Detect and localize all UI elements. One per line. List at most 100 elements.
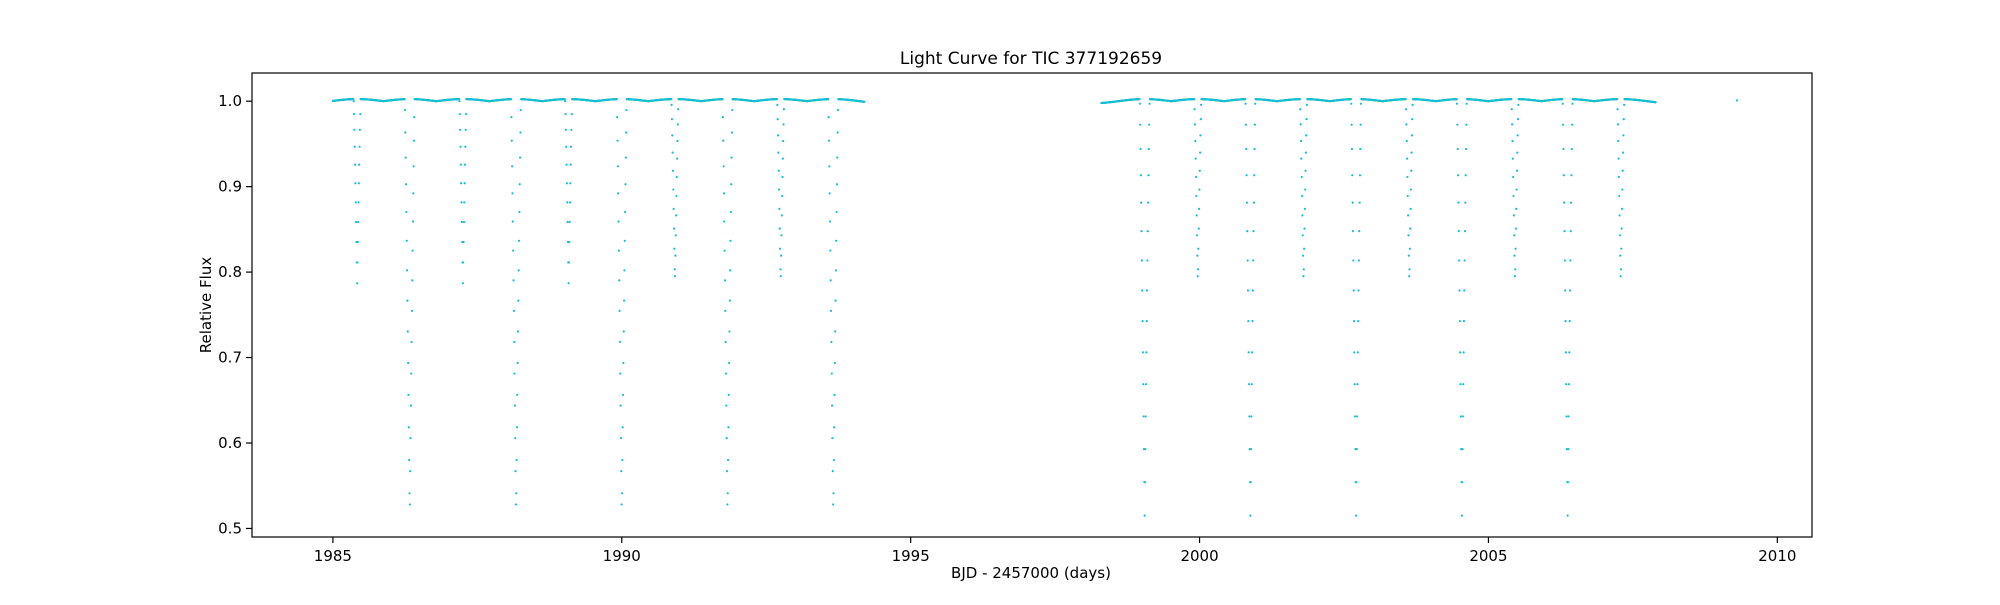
data-point [1200,103,1203,106]
data-point [676,123,679,126]
data-point [673,268,676,271]
data-point [512,249,515,252]
data-point [1142,415,1145,418]
data-point [513,372,516,375]
y-tick-label: 0.5 [218,519,242,537]
data-point [1147,147,1150,151]
data-point [567,282,570,285]
data-point [1513,234,1516,237]
data-point [625,108,628,112]
data-point [1568,351,1571,354]
data-point [513,340,516,344]
data-point [1249,481,1252,484]
data-point [564,128,567,131]
data-point [726,503,729,506]
data-point [620,470,623,473]
data-point [1355,481,1358,484]
data-point [1299,123,1302,126]
data-point [777,151,780,154]
data-point [619,404,622,407]
data-point [1195,234,1199,237]
data-point [1245,201,1249,204]
data-point [1616,123,1619,126]
data-point [1514,268,1517,271]
data-point [564,112,567,116]
data-point [1562,174,1565,177]
data-point [1245,174,1248,177]
data-point [1145,351,1148,354]
data-point [568,220,571,224]
data-point [354,182,357,185]
data-point [835,210,838,214]
data-point [672,207,675,210]
data-point [673,247,676,250]
data-point [357,201,360,204]
data-point [1246,289,1250,292]
data-point [674,254,677,257]
data-point [403,98,406,101]
data-point [1565,383,1568,386]
data-point [782,108,786,111]
data-point [1404,98,1407,101]
data-point [1405,139,1408,143]
data-point [1249,447,1253,451]
data-point [1359,102,1363,105]
data-point [1512,194,1515,198]
x-axis-ticks: 1985 1990 1995 2000 2005 2010 [314,537,1796,565]
data-point [726,492,729,495]
data-point [1571,123,1574,126]
data-point [676,139,679,143]
data-point [1253,123,1257,126]
data-point [1251,351,1254,354]
data-point [510,116,513,119]
data-point [517,269,520,272]
data-point [1409,207,1412,210]
data-point [1459,415,1462,418]
data-point [1301,254,1305,257]
data-point [1517,103,1520,106]
data-point [1298,98,1302,101]
data-point [622,361,625,365]
data-point [1352,320,1356,323]
data-point [464,145,467,148]
data-point [459,145,462,148]
data-point [412,165,415,168]
data-point [463,201,466,204]
data-point [779,268,782,271]
data-point [1569,259,1572,262]
data-point [617,220,620,223]
data-point [352,112,356,116]
data-point [671,151,674,154]
data-point [618,279,621,282]
data-point [411,249,414,252]
data-point [412,139,416,142]
data-point [563,98,566,101]
data-point [1410,151,1413,154]
data-point [621,458,624,462]
data-point [356,240,359,244]
data-point [1305,134,1308,137]
data-point [1251,320,1254,323]
data-point [353,145,356,148]
data-point [1143,514,1146,517]
data-point [352,100,355,103]
data-point [1567,447,1570,451]
data-point [1194,139,1197,143]
data-point [1408,247,1411,250]
data-point [1462,320,1466,323]
data-point [1463,230,1467,233]
data-point [1620,247,1623,250]
data-point [670,98,673,101]
data-point [519,108,522,112]
data-point [728,299,731,302]
data-point [1143,481,1147,484]
data-point [1353,351,1356,354]
data-point [353,163,357,166]
data-point [1305,118,1308,121]
data-point [405,239,408,242]
data-point [570,112,573,116]
data-point [1619,268,1623,271]
data-point [1141,351,1145,354]
data-point [404,183,408,186]
data-point [616,116,619,119]
